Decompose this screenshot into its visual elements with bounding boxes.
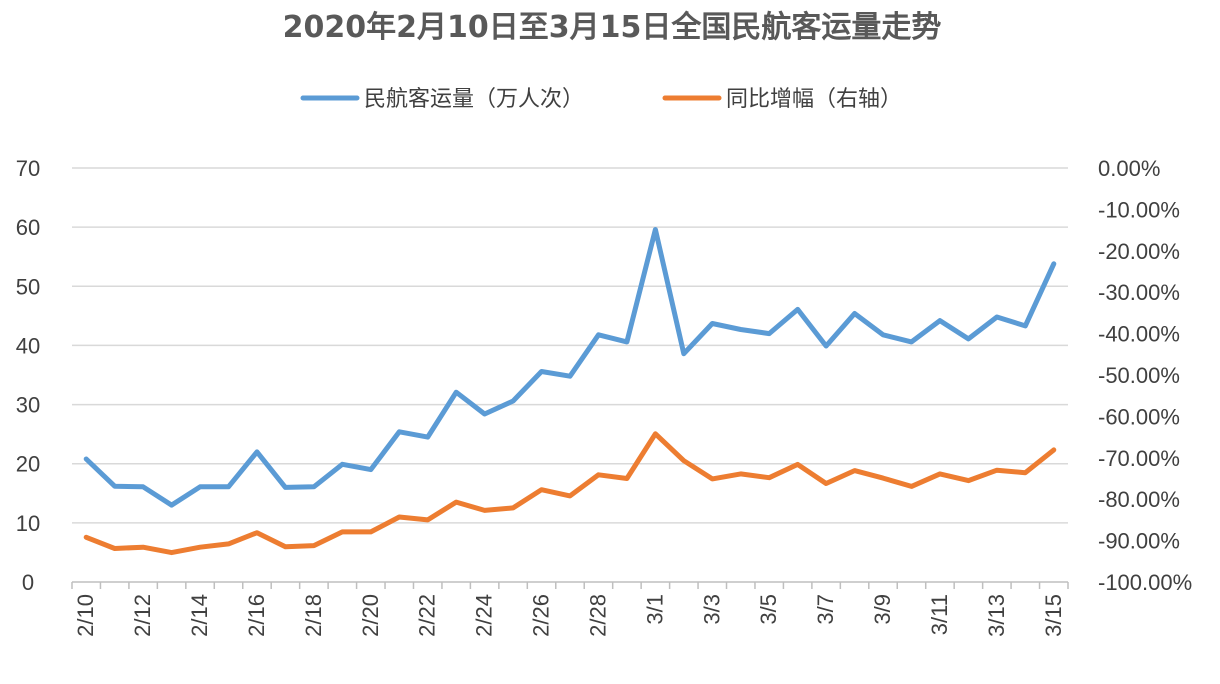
- gridlines: [72, 167, 1068, 524]
- right-axis: 0.00% -10.00% -20.00% -30.00% -40.00% -50.00%…: [1098, 156, 1192, 595]
- y-left-tick-label: 70: [16, 156, 40, 181]
- y-left-tick-label: 30: [16, 393, 40, 418]
- y-right-tick-label: -30.00%: [1098, 280, 1180, 305]
- legend-label-passenger: 民航客运量（万人次）: [364, 87, 584, 112]
- x-tick-label: 2/12: [130, 594, 155, 637]
- y-left-tick-label: 40: [16, 333, 40, 358]
- x-tick-label: 3/5: [756, 594, 781, 625]
- y-right-tick-label: -10.00%: [1098, 197, 1180, 222]
- x-tick-label: 3/15: [1041, 594, 1066, 637]
- x-tick-label: 2/24: [472, 594, 497, 637]
- x-axis: 2/10 2/12 2/14 2/16 2/18 2/20 2/22 2/24 2/26 2/28…: [71, 581, 1069, 637]
- legend-label-yoy: 同比增幅（右轴）: [726, 87, 902, 112]
- x-tick-label: 2/28: [585, 594, 610, 637]
- y-left-tick-label: 0: [22, 570, 34, 595]
- series-layer: [83, 227, 1057, 556]
- y-right-tick-label: -90.00%: [1098, 529, 1180, 554]
- x-tick-label: 2/20: [358, 594, 383, 637]
- left-axis: 0 10 20 30 40 50 60 70: [16, 156, 40, 595]
- x-tick-label: 3/7: [813, 594, 838, 625]
- x-tick-label: 2/18: [301, 594, 326, 637]
- x-tick-label: 3/11: [927, 594, 952, 635]
- y-left-tick-label: 50: [16, 274, 40, 299]
- x-tick-label: 2/26: [529, 594, 554, 637]
- x-tick-label: 2/10: [73, 594, 98, 637]
- x-tick-label: 2/14: [187, 594, 212, 637]
- y-right-tick-label: -60.00%: [1098, 404, 1180, 429]
- y-right-tick-label: -40.00%: [1098, 322, 1180, 347]
- x-tick-label: 3/13: [984, 594, 1009, 637]
- y-right-tick-label: -20.00%: [1098, 239, 1180, 264]
- y-left-tick-label: 10: [16, 511, 40, 536]
- legend-item-yoy: 同比增幅（右轴）: [662, 87, 902, 112]
- y-right-tick-label: -70.00%: [1098, 446, 1180, 471]
- y-right-tick-label: -50.00%: [1098, 363, 1180, 388]
- y-right-tick-label: -100.00%: [1098, 570, 1192, 595]
- x-tick-label: 2/22: [415, 594, 440, 637]
- x-tick-label: 3/3: [699, 594, 724, 625]
- x-tick-label: 2/16: [244, 594, 269, 637]
- y-right-tick-label: -80.00%: [1098, 487, 1180, 512]
- series-line-yoy: [83, 431, 1057, 556]
- y-left-tick-label: 60: [16, 215, 40, 240]
- legend: 民航客运量（万人次） 同比增幅（右轴）: [300, 87, 902, 112]
- series-line-passenger: [83, 227, 1057, 508]
- y-right-tick-label: 0.00%: [1098, 156, 1160, 181]
- legend-item-passenger: 民航客运量（万人次）: [300, 87, 584, 112]
- chart-title: 2020年2月10日至3月15日全国民航客运量走势: [283, 10, 942, 45]
- y-left-tick-label: 20: [16, 452, 40, 477]
- x-tick-label: 3/9: [870, 594, 895, 625]
- x-tick-label: 3/1: [642, 594, 667, 625]
